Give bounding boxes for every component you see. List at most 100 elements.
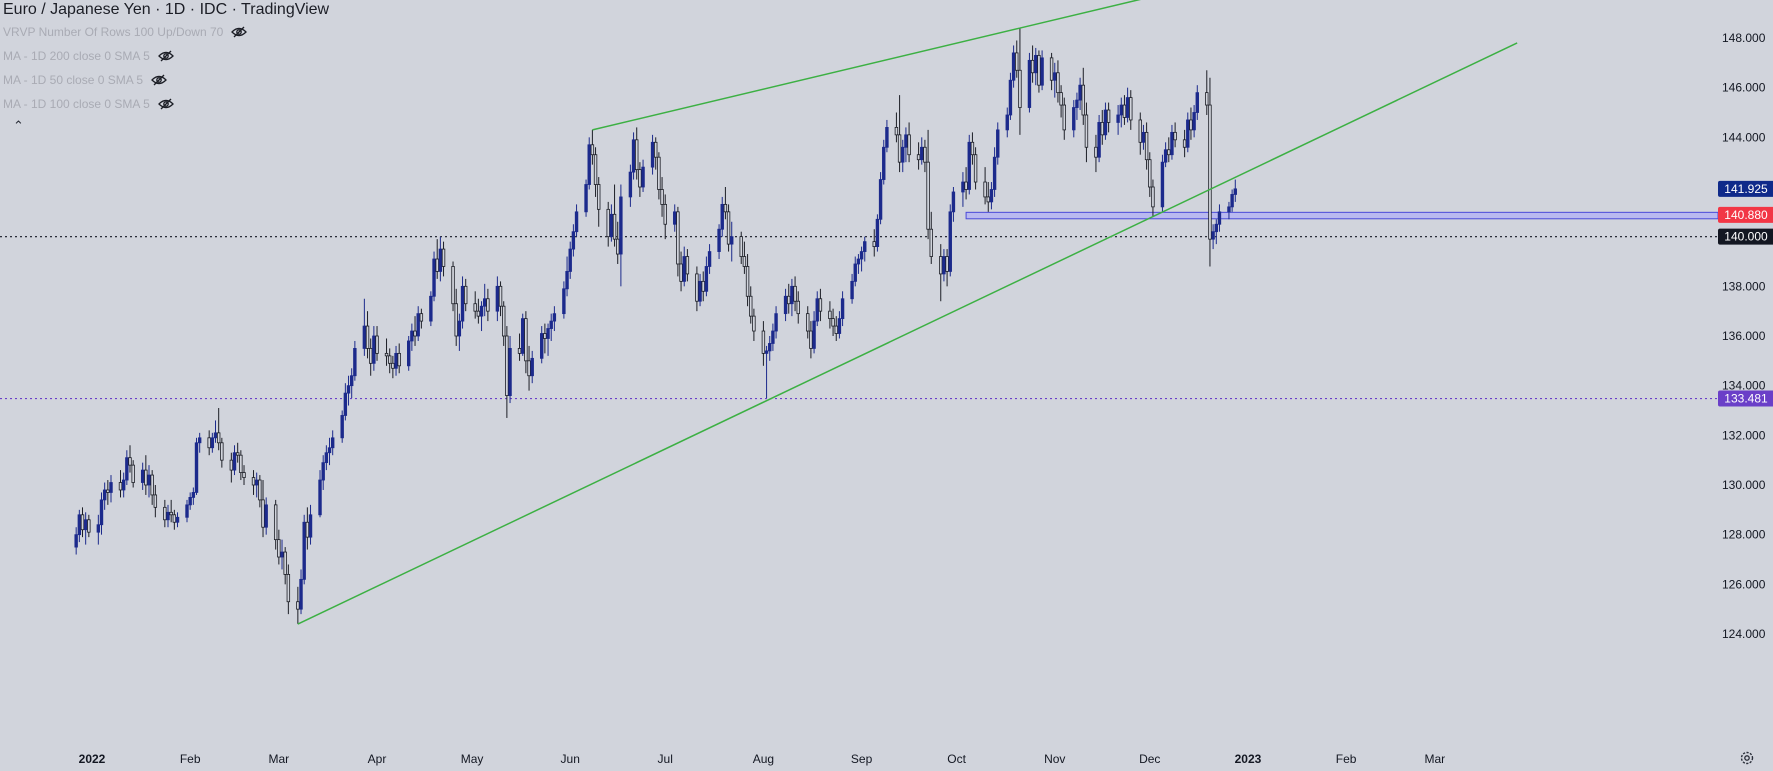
indicator-label: MA - 1D 100 close 0 SMA 5 (3, 97, 150, 111)
candle-up (878, 179, 883, 220)
candle-up (429, 295, 433, 322)
x-axis[interactable]: 2022 Feb Mar Apr May Jun Jul Aug Sep Oct Nov Dec 202… (79, 752, 1445, 766)
candle-down (1173, 131, 1177, 141)
indicator-vrvp[interactable]: VRVP Number Of Rows 100 Up/Down 70 (3, 20, 329, 44)
candle-down (1015, 52, 1019, 71)
candle-up (707, 251, 712, 267)
indicator-ma-50[interactable]: MA - 1D 50 close 0 SMA 5 (3, 68, 329, 92)
candle-up (584, 184, 588, 213)
y-tick-label: 148.000 (1722, 31, 1766, 45)
candle-up (771, 330, 775, 344)
candle-up (102, 489, 107, 501)
candle-down (216, 432, 221, 444)
eye-hidden-icon[interactable] (151, 74, 167, 86)
candle-up (812, 320, 816, 349)
candle-up (920, 146, 924, 161)
candle-up (166, 511, 170, 521)
candle-down (220, 442, 224, 461)
indicator-label: MA - 1D 50 close 0 SMA 5 (3, 73, 144, 87)
x-tick-label: 2023 (1235, 752, 1262, 766)
candle-down (654, 141, 658, 158)
candle-up (682, 256, 686, 282)
candle-down (726, 211, 731, 245)
candle-up (815, 298, 819, 322)
candle-up (280, 551, 284, 558)
candle-down (543, 333, 547, 339)
trendline (592, 27, 1021, 131)
x-tick-label: Feb (180, 752, 201, 766)
x-tick-label: Jul (658, 752, 673, 766)
candle-down (657, 156, 661, 190)
candle-up (343, 392, 348, 416)
candle-down (527, 360, 531, 377)
eye-hidden-icon[interactable] (157, 98, 174, 110)
candle-down (242, 472, 246, 478)
candle-up (197, 437, 202, 444)
candle-up (1008, 79, 1013, 116)
y-tick-label: 146.000 (1722, 81, 1766, 95)
eye-hidden-icon[interactable] (157, 50, 174, 62)
gear-icon[interactable] (1738, 749, 1756, 767)
candle-up (349, 375, 354, 387)
candle-up (717, 228, 721, 252)
candle-down (638, 169, 642, 188)
y-tick-label: 134.000 (1722, 379, 1766, 393)
candle-down (1151, 186, 1155, 208)
candle-down (150, 474, 154, 496)
candle-up (992, 156, 997, 190)
chevron-up-icon[interactable]: ⌃ (13, 118, 24, 133)
candle-down (1205, 92, 1209, 106)
candle-down (305, 521, 310, 538)
candle-up (609, 213, 614, 238)
candle-up (1075, 99, 1079, 108)
y-tick-label: 144.000 (1722, 130, 1766, 144)
candle-up (438, 248, 443, 272)
candle-down (597, 184, 601, 210)
candle-up (432, 258, 436, 297)
candle-up (1005, 114, 1009, 131)
support-zone (965, 211, 1719, 220)
candle-down (153, 494, 158, 508)
candle-up (299, 578, 303, 610)
candle-down (828, 310, 832, 320)
y-tick-label: 136.000 (1722, 329, 1766, 343)
candle-down (1138, 119, 1142, 143)
candle-down (1094, 146, 1098, 158)
candle-down (1059, 92, 1063, 106)
candle-up (1097, 122, 1101, 158)
candle-up (318, 479, 322, 516)
indicator-ma-100[interactable]: MA - 1D 100 close 0 SMA 5 (3, 92, 329, 116)
candle-down (296, 601, 300, 610)
eye-hidden-icon[interactable] (231, 26, 248, 38)
candle-up (790, 285, 794, 305)
candle-up (324, 452, 329, 464)
candle-up (140, 469, 145, 483)
candle-down (391, 362, 395, 369)
candle-down (524, 318, 528, 362)
y-tick-label: 138.000 (1722, 279, 1766, 293)
candle-up (1195, 92, 1199, 113)
candle-down (384, 352, 389, 357)
candle-up (967, 141, 971, 190)
candle-up (1192, 112, 1196, 131)
trendlines (297, 0, 1518, 625)
candle-up (650, 141, 655, 168)
candle-down (273, 504, 278, 541)
candle-down (251, 477, 256, 486)
candle-down (739, 236, 743, 257)
candle-up (552, 313, 557, 322)
candle-down (1100, 122, 1104, 136)
y-axis[interactable]: 124.000 126.000 128.000 130.000 132.000 134.0… (1722, 31, 1766, 641)
candle-up (571, 231, 576, 250)
candle-up (321, 462, 325, 481)
candle-down (1182, 139, 1187, 148)
indicator-label: VRVP Number Of Rows 100 Up/Down 70 (3, 25, 224, 39)
y-tick-label: 124.000 (1722, 627, 1766, 641)
candle-up (194, 442, 199, 493)
x-tick-label: Sep (851, 752, 873, 766)
indicator-ma-200[interactable]: MA - 1D 200 close 0 SMA 5 (3, 44, 329, 68)
y-tick-label: 126.000 (1722, 577, 1766, 591)
candle-down (505, 335, 509, 396)
candle-up (1230, 194, 1234, 208)
